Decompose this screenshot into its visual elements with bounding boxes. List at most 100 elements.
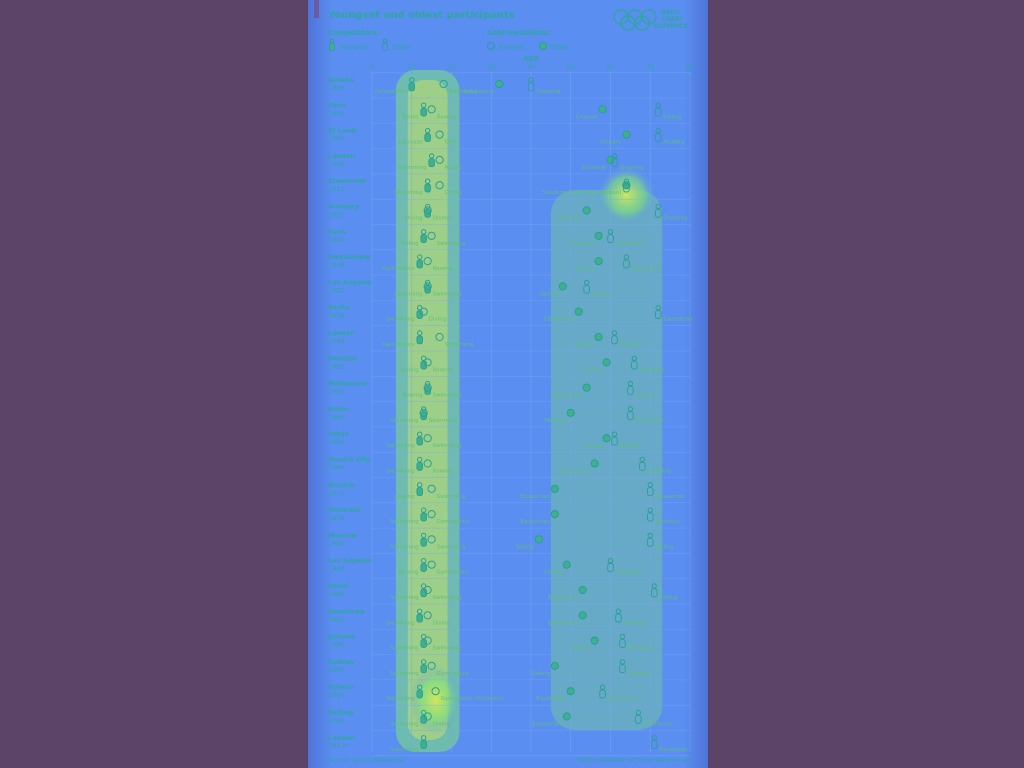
logo-line3: OLYMPICS — [654, 23, 688, 30]
games-year: 1992 — [328, 615, 345, 623]
youngest-competitor-marker — [420, 102, 427, 117]
youngest-gold-marker — [427, 231, 436, 240]
person-icon-body — [647, 512, 654, 522]
oldest-competitor-sport: Shooting — [619, 165, 643, 171]
person-icon-body — [647, 487, 654, 497]
youngest-competitor-marker — [420, 532, 427, 547]
youngest-competitor-sport: Tennis — [400, 114, 418, 120]
games-city: Seoul — [328, 582, 348, 590]
oldest-competitor-sport: Equestrian — [659, 747, 689, 753]
games-city: Amsterdam — [328, 253, 370, 261]
games-city: Paris — [328, 101, 346, 109]
person-icon-head — [647, 507, 653, 513]
person-icon-body — [607, 234, 614, 244]
oldest-competitor-marker — [635, 709, 642, 724]
youngest-competitor-marker — [420, 735, 427, 750]
person-icon-head — [655, 203, 661, 210]
oldest-competitor-sport: Sailing — [592, 291, 610, 297]
person-icon-body — [639, 461, 646, 471]
games-year: 1996 — [328, 641, 345, 649]
games-city: London — [328, 329, 355, 337]
person-icon-body — [619, 638, 626, 648]
oldest-gold-sport: Sailing — [543, 570, 561, 576]
person-icon-body — [424, 183, 431, 193]
oldest-gold-marker — [622, 130, 631, 139]
oldest-gold-sport: Shooting — [569, 241, 593, 247]
oldest-gold-marker — [495, 79, 504, 89]
person-icon-head — [420, 558, 427, 564]
person-icon-body — [416, 335, 423, 345]
youngest-competitor-sport: Diving — [405, 216, 423, 222]
footer-note: *Gold medallists yet to be determined — [575, 757, 690, 764]
x-tick-label: 60 — [606, 63, 614, 71]
legend-youngest-marker — [329, 38, 335, 51]
person-icon-body — [420, 234, 427, 244]
youngest-competitor-sport: Swimming — [390, 418, 419, 424]
person-icon-head — [420, 229, 427, 235]
oldest-gold-marker — [582, 383, 591, 392]
person-icon-body — [428, 158, 435, 168]
games-year: 1928 — [328, 261, 345, 269]
youngest-gold-marker — [435, 332, 444, 342]
youngest-competitor-sport: Swimming — [386, 696, 415, 702]
oldest-competitor-sport: Equestrian — [643, 722, 673, 728]
person-icon-body — [654, 208, 662, 218]
games-year: 1948 — [328, 337, 345, 345]
youngest-competitor-sport: Swimming — [390, 646, 419, 652]
games-year: 1988 — [328, 590, 345, 598]
oldest-gold-sport: Equestrian — [552, 393, 582, 399]
oldest-competitor-marker — [599, 684, 606, 699]
youngest-gold-marker — [427, 105, 436, 114]
x-tick-label: 80 — [686, 63, 694, 71]
youngest-gold-sport: Swimming — [437, 241, 466, 247]
person-icon-body — [631, 360, 638, 370]
games-city: Atlanta — [328, 633, 355, 641]
games-city: St Louis — [328, 127, 358, 135]
games-year: 1972 — [328, 489, 345, 497]
logo: DAILY CHART OLYMPICS — [613, 9, 688, 31]
oldest-gold-sport: Equestrian — [536, 696, 566, 702]
person-icon-body — [424, 132, 431, 142]
oldest-gold-marker — [558, 282, 567, 291]
person-icon-head — [623, 178, 630, 184]
person-icon-body — [654, 107, 662, 117]
x-tick-label: 20 — [447, 63, 455, 71]
person-icon-head — [619, 659, 626, 665]
oldest-gold-marker — [550, 509, 559, 519]
person-icon-head — [417, 431, 423, 437]
oldest-gold-sport: Sailing — [571, 646, 589, 652]
oldest-gold-marker — [594, 332, 603, 342]
youngest-competitor-marker — [424, 127, 431, 142]
oldest-competitor-marker — [654, 305, 662, 319]
person-icon-head — [651, 735, 657, 741]
person-icon-head — [528, 77, 534, 83]
youngest-competitor-marker — [416, 456, 423, 471]
youngest-competitor-sport: Swimming — [390, 747, 419, 753]
oldest-competitor-sport: Equestrian — [663, 317, 693, 323]
person-icon-head — [424, 380, 431, 387]
title-bar — [314, 0, 319, 18]
oldest-gold-marker — [598, 105, 607, 114]
person-icon-head — [607, 558, 614, 564]
person-icon-head — [619, 633, 626, 640]
oldest-gold-sport: Sailing — [575, 266, 593, 272]
oldest-competitor-sport: Sailing — [655, 544, 673, 550]
youngest-gold-marker — [435, 155, 444, 164]
games-city: Barcelona — [328, 607, 365, 615]
oldest-competitor-marker — [619, 633, 626, 648]
games-year: 1908 — [328, 160, 345, 168]
oldest-gold-sport: Equestrian — [520, 494, 550, 500]
olympic-ring-icon — [634, 15, 650, 31]
person-icon-head — [420, 735, 427, 741]
youngest-competitor-sport: Swimming — [390, 722, 419, 728]
legend-competitors-title: Competitors: — [328, 29, 380, 37]
oldest-gold-sport: Fencing — [544, 418, 565, 424]
